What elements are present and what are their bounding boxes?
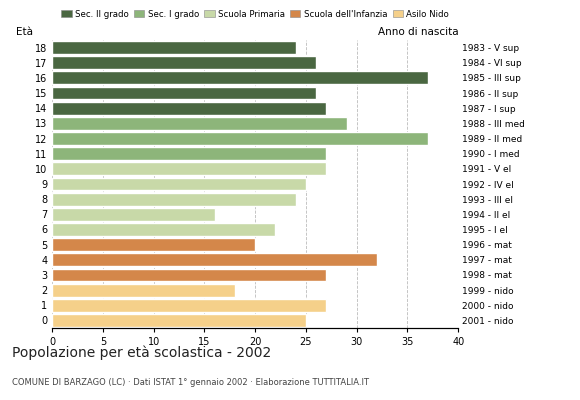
- Text: Età: Età: [16, 27, 32, 37]
- Bar: [52, 56, 316, 69]
- Bar: [52, 314, 306, 327]
- Text: COMUNE DI BARZAGO (LC) · Dati ISTAT 1° gennaio 2002 · Elaborazione TUTTITALIA.IT: COMUNE DI BARZAGO (LC) · Dati ISTAT 1° g…: [12, 378, 369, 387]
- Bar: [52, 238, 255, 251]
- Bar: [52, 162, 326, 175]
- Bar: [52, 208, 215, 221]
- Bar: [52, 41, 296, 54]
- Bar: [52, 147, 326, 160]
- Bar: [52, 87, 316, 100]
- Bar: [52, 284, 235, 296]
- Bar: [52, 299, 326, 312]
- Bar: [52, 268, 326, 281]
- Bar: [52, 132, 427, 145]
- Text: Anno di nascita: Anno di nascita: [378, 27, 458, 37]
- Bar: [52, 193, 296, 206]
- Legend: Sec. II grado, Sec. I grado, Scuola Primaria, Scuola dell'Infanzia, Asilo Nido: Sec. II grado, Sec. I grado, Scuola Prim…: [58, 6, 452, 22]
- Bar: [52, 178, 306, 190]
- Bar: [52, 102, 326, 115]
- Text: Popolazione per età scolastica - 2002: Popolazione per età scolastica - 2002: [12, 346, 271, 360]
- Bar: [52, 223, 276, 236]
- Bar: [52, 253, 377, 266]
- Bar: [52, 72, 427, 84]
- Bar: [52, 117, 346, 130]
